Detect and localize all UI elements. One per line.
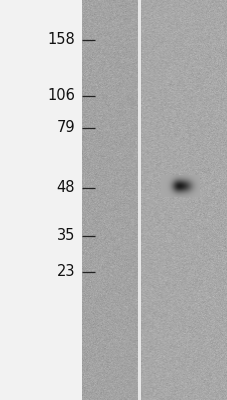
Text: 106: 106 [47, 88, 75, 104]
Text: 79: 79 [56, 120, 75, 136]
Text: 158: 158 [47, 32, 75, 48]
Text: 23: 23 [57, 264, 75, 280]
Bar [0, 0, 82, 400]
Text: 35: 35 [57, 228, 75, 244]
Text: 48: 48 [57, 180, 75, 196]
Bar [137, 0, 140, 400]
